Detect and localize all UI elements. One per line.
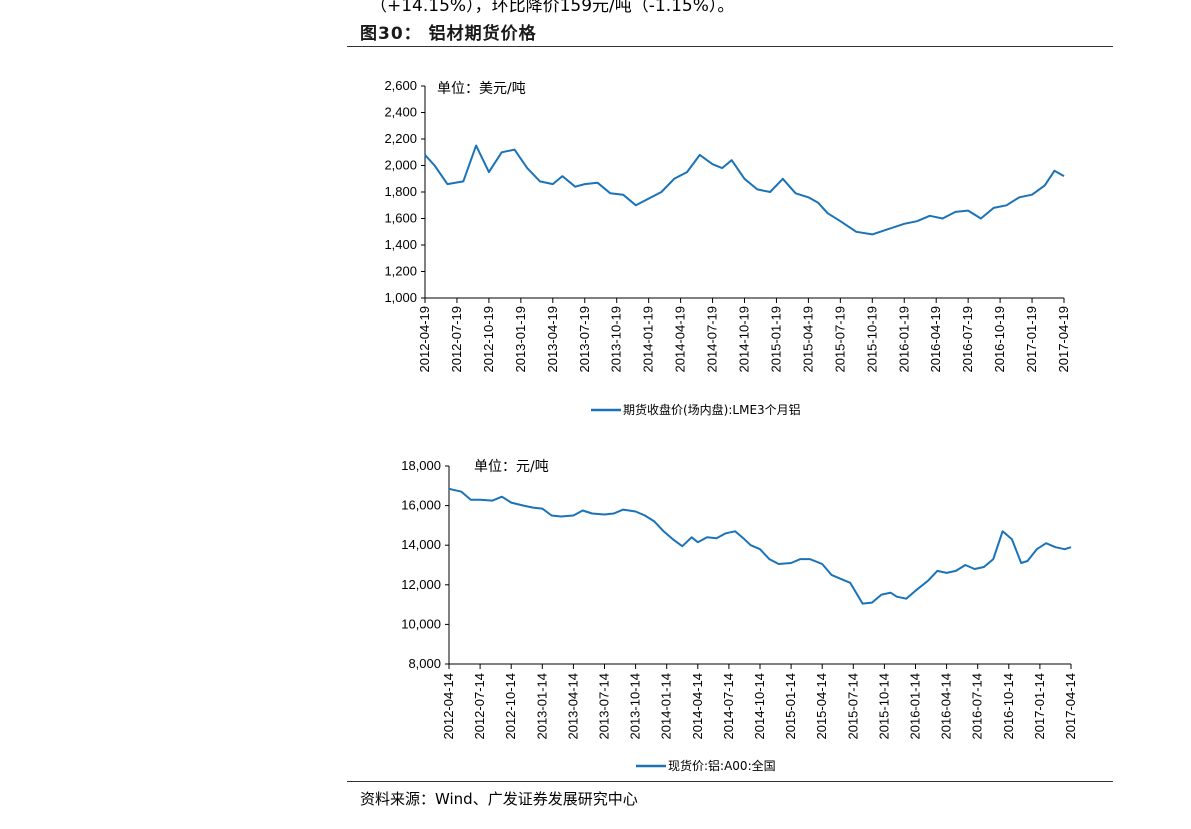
- x-tick-label: 2012-10-14: [503, 673, 518, 740]
- y-tick-label: 2,400: [384, 105, 417, 120]
- x-tick-label: 2015-04-19: [800, 306, 815, 373]
- x-tick-label: 2016-01-19: [896, 306, 911, 373]
- y-tick-label: 2,200: [384, 131, 417, 146]
- y-tick-label: 18,000: [401, 458, 441, 473]
- x-tick-label: 2014-04-19: [673, 306, 688, 373]
- x-tick-label: 2013-01-14: [534, 673, 549, 740]
- x-tick-label: 2017-01-19: [1024, 306, 1039, 373]
- x-tick-label: 2016-07-14: [970, 673, 985, 740]
- x-tick-label: 2017-01-14: [1032, 673, 1047, 740]
- y-tick-label: 12,000: [401, 577, 441, 592]
- x-tick-label: 2013-07-14: [597, 673, 612, 740]
- intro-text: （+14.15%），环比降价159元/吨（-1.15%）。: [370, 0, 735, 16]
- x-tick-label: 2015-07-19: [832, 306, 847, 373]
- x-tick-label: 2012-07-19: [449, 306, 464, 373]
- unit-label: 单位：美元/吨: [437, 81, 526, 97]
- x-tick-label: 2014-01-14: [659, 673, 674, 740]
- x-tick-label: 2016-01-14: [908, 673, 923, 740]
- x-tick-label: 2013-10-19: [609, 306, 624, 373]
- legend-label: 现货价:铝:A00:全国: [668, 758, 776, 773]
- series-line: [424, 144, 1065, 236]
- x-tick-label: 2014-07-19: [705, 306, 720, 373]
- x-tick-label: 2014-04-14: [690, 673, 705, 740]
- x-tick-label: 2012-04-14: [441, 673, 456, 740]
- x-tick-label: 2015-10-19: [864, 306, 879, 373]
- x-tick-label: 2014-10-14: [752, 673, 767, 740]
- x-tick-label: 2015-01-14: [783, 673, 798, 740]
- y-tick-label: 14,000: [401, 537, 441, 552]
- x-tick-label: 2012-04-19: [417, 306, 432, 373]
- x-tick-label: 2015-04-14: [814, 673, 829, 740]
- y-tick-label: 2,600: [384, 78, 417, 93]
- x-tick-label: 2016-07-19: [960, 306, 975, 373]
- y-tick-label: 1,800: [384, 184, 417, 199]
- x-tick-label: 2014-07-14: [721, 673, 736, 740]
- y-tick-label: 1,600: [384, 211, 417, 226]
- y-tick-label: 16,000: [401, 498, 441, 513]
- x-tick-label: 2016-10-19: [992, 306, 1007, 373]
- top-rule: [347, 46, 1113, 47]
- y-tick-label: 1,000: [384, 290, 417, 305]
- x-tick-label: 2017-04-19: [1056, 306, 1071, 373]
- futures-price-chart: 1,000 1,200 1,400 1,600 1,800 2,000 2,200 2,400…: [384, 78, 1071, 417]
- x-tick-label: 2013-04-14: [565, 673, 580, 740]
- x-tick-label: 2015-10-14: [876, 673, 891, 740]
- x-tick-label: 2013-04-19: [545, 306, 560, 373]
- y-tick-label: 10,000: [401, 616, 441, 631]
- unit-label: 单位：元/吨: [474, 459, 549, 475]
- series-line: [448, 487, 1072, 605]
- y-tick-label: 1,200: [384, 264, 417, 279]
- x-tick-label: 2016-04-19: [928, 306, 943, 373]
- x-tick-label: 2012-07-14: [472, 673, 487, 740]
- y-tick-label: 1,400: [384, 237, 417, 252]
- x-tick-label: 2013-07-19: [577, 306, 592, 373]
- x-tick-label: 2015-01-19: [768, 306, 783, 373]
- x-tick-label: 2016-10-14: [1001, 673, 1016, 740]
- x-tick-label: 2015-07-14: [845, 673, 860, 740]
- x-tick-label: 2013-01-19: [513, 306, 528, 373]
- x-tick-label: 2014-10-19: [737, 306, 752, 373]
- bottom-rule: [347, 781, 1113, 782]
- x-tick-label: 2012-10-19: [481, 306, 496, 373]
- y-tick-label: 2,000: [384, 158, 417, 173]
- x-tick-label: 2016-04-14: [939, 673, 954, 740]
- x-tick-label: 2013-10-14: [628, 673, 643, 740]
- figure-title: 图30： 铝材期货价格: [360, 24, 537, 44]
- x-tick-label: 2014-01-19: [641, 306, 656, 373]
- source-note: 资料来源：Wind、广发证券发展研究中心: [360, 790, 638, 808]
- spot-price-chart: 8,000 10,000 12,000 14,000 16,000 18,000 2012-…: [401, 458, 1078, 773]
- legend-label: 期货收盘价(场内盘):LME3个月铝: [623, 402, 801, 417]
- y-tick-label: 8,000: [408, 656, 441, 671]
- x-tick-label: 2017-04-14: [1063, 673, 1078, 740]
